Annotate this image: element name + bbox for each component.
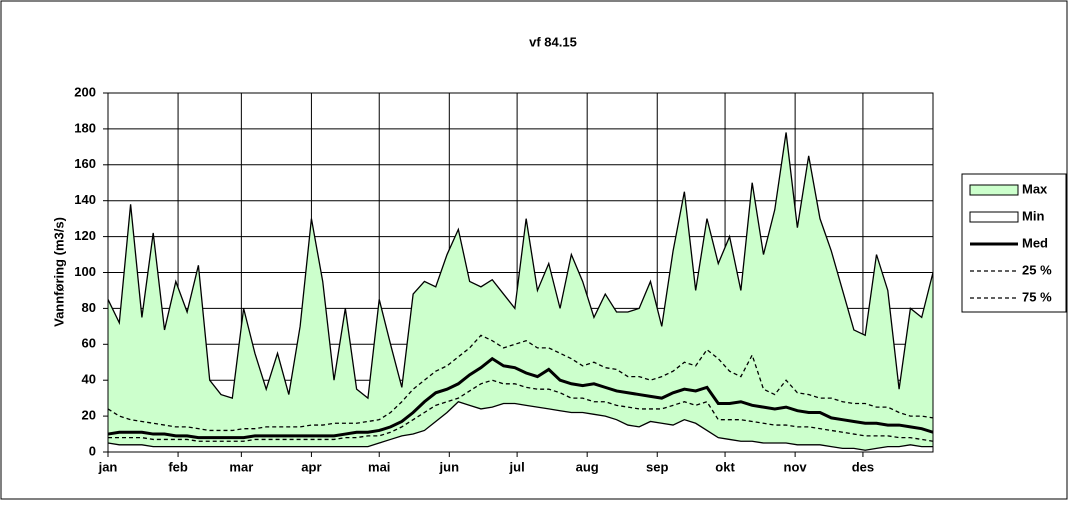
- legend-swatch: [969, 184, 1019, 196]
- x-tick-label: jun: [439, 459, 460, 474]
- x-tick-label: apr: [301, 459, 321, 474]
- y-tick-label: 40: [82, 372, 96, 387]
- y-tick-label: 120: [74, 228, 96, 243]
- legend-label: 25 %: [1022, 262, 1052, 277]
- y-tick-label: 80: [82, 300, 96, 315]
- line: [108, 379, 934, 442]
- x-tick-label: jul: [509, 459, 525, 474]
- area: [108, 132, 933, 453]
- legend-label: Med: [1022, 235, 1048, 250]
- line: [107, 356, 934, 440]
- y-axis-label: Vannføring (m3/s): [51, 217, 66, 327]
- legend-label: 75 %: [1022, 289, 1052, 304]
- legend-swatch: [969, 211, 1019, 223]
- y-tick-label: 0: [89, 443, 96, 458]
- y-tick-label: 20: [82, 408, 96, 423]
- x-tick-label: mar: [229, 459, 253, 474]
- legend-label: Min: [1022, 208, 1044, 223]
- line: [107, 334, 934, 432]
- y-tick-label: 180: [74, 120, 96, 135]
- x-tick-label: mai: [368, 459, 390, 474]
- x-tick-label: jan: [98, 459, 118, 474]
- x-tick-label: feb: [168, 459, 188, 474]
- chart-title: vf 84.15: [529, 34, 577, 49]
- x-tick-label: okt: [715, 459, 735, 474]
- line: [107, 132, 934, 400]
- y-tick-label: 140: [74, 192, 96, 207]
- y-tick-label: 100: [74, 264, 96, 279]
- line: [107, 401, 933, 451]
- x-tick-label: aug: [576, 459, 599, 474]
- x-tick-label: des: [852, 459, 874, 474]
- y-tick-label: 60: [82, 336, 96, 351]
- y-tick-label: 200: [74, 84, 96, 99]
- y-tick-label: 160: [74, 156, 96, 171]
- plot-border: [107, 92, 934, 453]
- x-tick-label: nov: [784, 459, 808, 474]
- x-tick-label: sep: [646, 459, 668, 474]
- legend-label: Max: [1022, 181, 1048, 196]
